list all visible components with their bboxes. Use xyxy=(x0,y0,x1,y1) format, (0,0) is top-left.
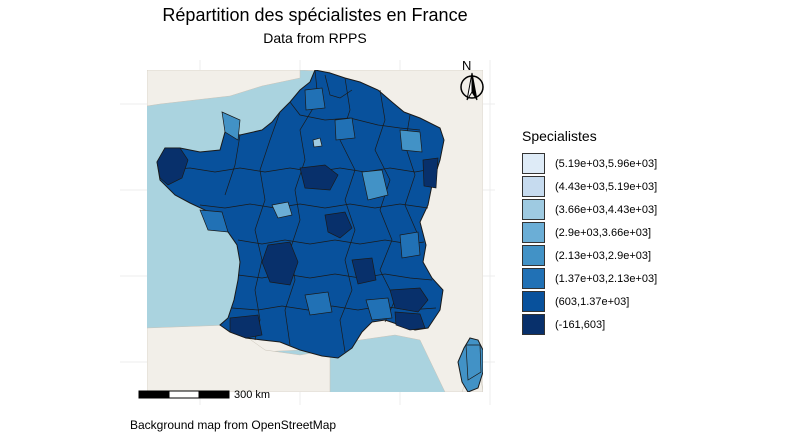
france-mainland xyxy=(156,70,445,359)
legend-label: (2.9e+03,3.66e+03] xyxy=(555,226,652,239)
legend-label: (1.37e+03,2.13e+03] xyxy=(555,272,658,285)
legend-swatch xyxy=(522,268,545,289)
legend-swatch xyxy=(522,245,545,266)
legend-label: (-161,603] xyxy=(555,318,606,331)
scale-bar xyxy=(138,390,230,399)
legend-swatch xyxy=(522,176,545,197)
legend-item: (5.19e+03,5.96e+03] xyxy=(522,152,657,175)
legend-label: (2.13e+03,2.9e+03] xyxy=(555,249,652,262)
legend-item: (1.37e+03,2.13e+03] xyxy=(522,267,657,290)
legend-label: (603,1.37e+03] xyxy=(555,295,630,308)
map-caption: Background map from OpenStreetMap xyxy=(130,418,337,432)
map-subtitle: Data from RPPS xyxy=(263,30,367,46)
legend-swatch xyxy=(522,222,545,243)
legend-label: (5.19e+03,5.96e+03] xyxy=(555,157,658,170)
legend-swatch xyxy=(522,153,545,174)
north-arrow-label: N xyxy=(462,58,472,73)
map-title: Répartition des spécialistes en France xyxy=(162,5,468,25)
legend-label: (3.66e+03,4.43e+03] xyxy=(555,203,658,216)
legend: Specialistes (5.19e+03,5.96e+03] (4.43e+0… xyxy=(522,128,657,336)
legend-swatch xyxy=(522,199,545,220)
legend-item: (3.66e+03,4.43e+03] xyxy=(522,198,657,221)
legend-swatch xyxy=(522,314,545,335)
legend-label: (4.43e+03,5.19e+03] xyxy=(555,180,658,193)
department-fills xyxy=(156,87,482,381)
uk-land xyxy=(147,70,301,107)
legend-title: Specialistes xyxy=(522,128,597,144)
north-arrow-icon xyxy=(460,72,484,101)
scale-bar-label: 300 km xyxy=(234,389,271,401)
legend-item: (2.9e+03,3.66e+03] xyxy=(522,221,657,244)
legend-item: (4.43e+03,5.19e+03] xyxy=(522,175,657,198)
legend-item: (2.13e+03,2.9e+03] xyxy=(522,244,657,267)
legend-item: (-161,603] xyxy=(522,313,657,336)
legend-item: (603,1.37e+03] xyxy=(522,290,657,313)
legend-swatch xyxy=(522,291,545,312)
